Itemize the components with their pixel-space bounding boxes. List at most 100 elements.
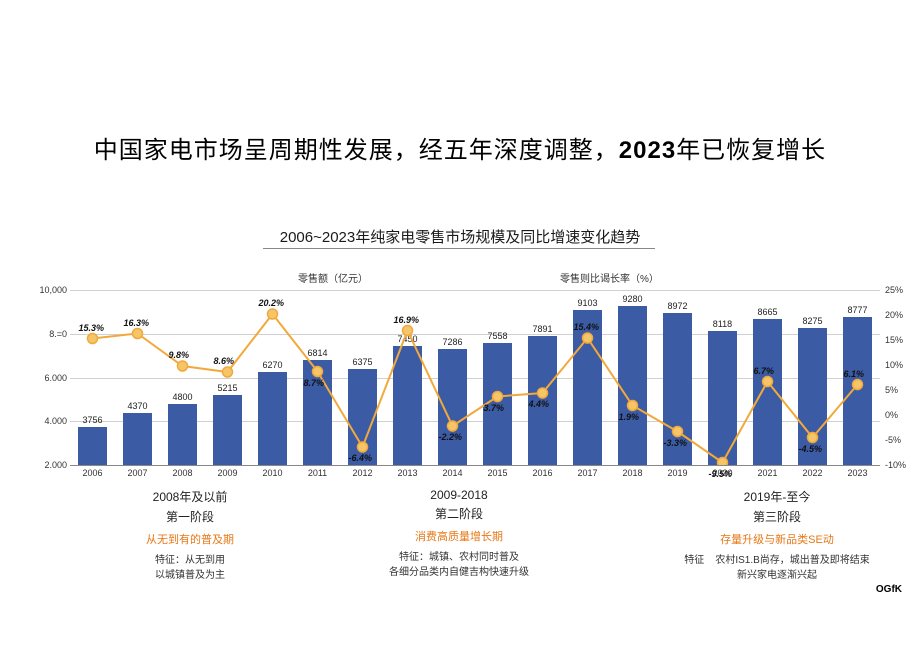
bar: 5215 [213, 395, 243, 465]
title-text-2: 年已恢复增长 [676, 137, 826, 164]
subtitle-underline [263, 248, 655, 249]
main-title: 中国家电市场呈周期性发展，经五年深度调整，2023年已恢复增长 [0, 130, 920, 165]
bar-value-label: 4370 [127, 401, 147, 411]
bar: 7450 [393, 346, 423, 465]
bar-value-label: 7286 [442, 337, 462, 347]
y-right-tick: 15% [885, 335, 920, 345]
growth-pct-label: 3.7% [484, 403, 505, 413]
bar-value-label: 5215 [217, 383, 237, 393]
bar-value-label: 6375 [352, 357, 372, 367]
phase-desc: 特征 农村IS1.B尚存，城出普及即将结束新兴家电逐渐兴起 [672, 553, 882, 583]
x-tick-label: 2011 [298, 468, 338, 478]
growth-pct-label: 16.9% [394, 315, 420, 325]
y-right-tick: 25% [885, 285, 920, 295]
y-right-tick: -10% [885, 460, 920, 470]
bar: 9103 [573, 310, 603, 465]
bar: 6270 [258, 372, 288, 465]
x-tick-label: 2019 [658, 468, 698, 478]
bar-value-label: 9280 [622, 294, 642, 304]
growth-pct-label: -4.5% [799, 444, 823, 454]
growth-pct-label: 1.9% [619, 412, 640, 422]
bar: 4800 [168, 404, 198, 465]
phase-desc: 特征：城镇、农村同时普及各细分品类内自健吉构快速升级 [354, 550, 564, 580]
bar-value-label: 7558 [487, 331, 507, 341]
growth-pct-label: -6.4% [349, 453, 373, 463]
phase-block: 2019年-至今第三阶段存量升级与新品类SE动特征 农村IS1.B尚存，城出普及… [672, 488, 882, 583]
growth-pct-label: -2.2% [439, 432, 463, 442]
y-left-tick: 10,000 [32, 285, 67, 295]
x-tick-label: 2008 [163, 468, 203, 478]
x-tick-label: 2015 [478, 468, 518, 478]
phase-period: 2019年-至今 [672, 488, 882, 505]
growth-pct-label: 20.2% [259, 298, 285, 308]
phase-theme: 消费高质量增长期 [354, 528, 564, 544]
y-left-tick: 6.000 [32, 373, 67, 383]
x-tick-label: 2012 [343, 468, 383, 478]
phase-period: 2008年及以前 [100, 488, 280, 505]
bar-series: 3756 4370 4800 5215 6270 6814 6375 7450 7286 7558… [70, 290, 880, 465]
phase-block: 2009-2018 第二阶段消费高质量增长期特征：城镇、农村同时普及各细分品类内自… [354, 488, 564, 580]
y-right-tick: 20% [885, 310, 920, 320]
growth-pct-label: -3.3% [664, 438, 688, 448]
bar: 7286 [438, 349, 468, 465]
bar-value-label: 7891 [532, 324, 552, 334]
bar: 8777 [843, 317, 873, 465]
bar-value-label: 8777 [847, 305, 867, 315]
bar-value-label: 8275 [802, 316, 822, 326]
x-tick-label: 2013 [388, 468, 428, 478]
growth-pct-label: 9.8% [169, 350, 190, 360]
x-tick-label: 2010 [253, 468, 293, 478]
title-bold: 2023 [619, 137, 676, 164]
bar-value-label: 3756 [82, 415, 102, 425]
growth-pct-label: 15.3% [79, 323, 105, 333]
bar-value-label: 8118 [713, 319, 732, 329]
legend-growth: 零售则比谒长率（%） [560, 270, 659, 285]
phase-theme: 从无到有的普及期 [100, 531, 280, 547]
bar-value-label: 6270 [262, 360, 282, 370]
bar: 6814 [303, 360, 333, 465]
growth-pct-label: -9.5% [709, 469, 733, 479]
phase-stage: 第一阶段 [100, 508, 280, 525]
bar: 8665 [753, 319, 783, 465]
bar-value-label: 8665 [757, 307, 777, 317]
chart-subtitle: 2006~2023年纯家电零售市场规模及同比增速变化趋势 [0, 226, 920, 247]
bar-value-label: 9103 [577, 298, 597, 308]
x-tick-label: 2023 [838, 468, 878, 478]
x-tick-label: 2009 [208, 468, 248, 478]
phase-block: 2008年及以前第一阶段从无到有的普及期特征：从无到用以城镇普及为主 [100, 488, 280, 583]
growth-pct-label: 4.4% [529, 399, 550, 409]
bar: 3756 [78, 427, 108, 465]
bar-value-label: 6814 [307, 348, 327, 358]
bar-value-label: 4800 [172, 392, 192, 402]
phase-stage: 第三阶段 [672, 508, 882, 525]
bar: 8118 [708, 331, 738, 465]
x-tick-label: 2007 [118, 468, 158, 478]
y-right-tick: -5% [885, 435, 920, 445]
x-tick-label: 2006 [73, 468, 113, 478]
growth-pct-label: 8.6% [214, 356, 235, 366]
bar-value-label: 8972 [667, 301, 687, 311]
bar: 9280 [618, 306, 648, 465]
title-text-1: 中国家电市场呈周期性发展，经五年深度调整， [94, 137, 619, 164]
phase-desc: 特征：从无到用以城镇普及为主 [100, 553, 280, 583]
x-tick-label: 2016 [523, 468, 563, 478]
x-tick-label: 2017 [568, 468, 608, 478]
y-left-tick: 4.000 [32, 416, 67, 426]
x-tick-label: 2022 [793, 468, 833, 478]
y-left-tick: 2.000 [32, 460, 67, 470]
x-axis-labels: 2006 2007 2008 2009 2010 2011 2012 2013 2014 2015… [70, 468, 880, 483]
x-tick-label: 2018 [613, 468, 653, 478]
growth-pct-label: 6.7% [754, 366, 775, 376]
watermark: OGfK [876, 584, 902, 595]
phase-period: 2009-2018 [354, 488, 564, 502]
y-right-tick: 10% [885, 360, 920, 370]
y-right-tick: 0% [885, 410, 920, 420]
bar: 4370 [123, 413, 153, 465]
phase-stage: 第二阶段 [354, 505, 564, 522]
legend-sales: 零售额（亿元） [298, 270, 368, 285]
x-axis-line [70, 465, 880, 466]
growth-pct-label: 16.3% [124, 318, 150, 328]
y-right-tick: 5% [885, 385, 920, 395]
x-tick-label: 2014 [433, 468, 473, 478]
y-left-tick: 8.=0 [32, 329, 67, 339]
